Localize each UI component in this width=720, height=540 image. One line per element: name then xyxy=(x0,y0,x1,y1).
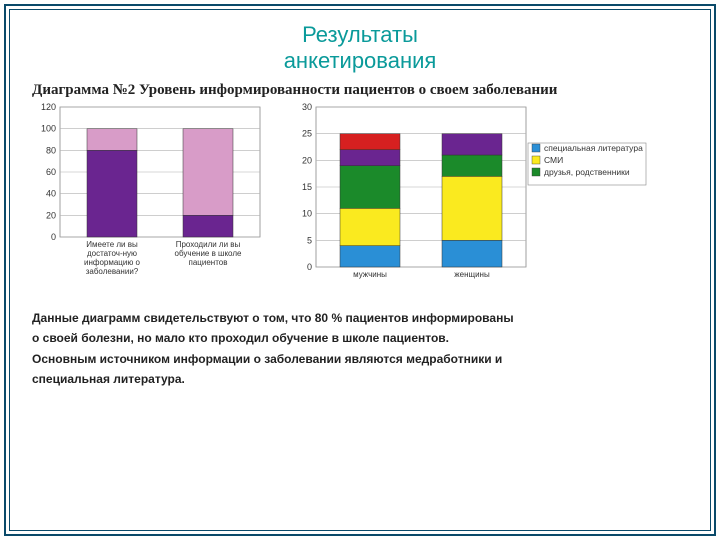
frame-border-outer: Результаты анкетирования Диаграмма №2 Ур… xyxy=(4,4,716,536)
svg-text:женщины: женщины xyxy=(454,270,490,279)
svg-text:40: 40 xyxy=(46,188,56,198)
svg-text:обучение в школе: обучение в школе xyxy=(175,249,242,258)
chart-1-info-level: 0 20 40 60 80 100 120 Имеете ли выдостаточ-нуюи… xyxy=(32,101,282,296)
analysis-text: Данные диаграмм свидетельствуют о том, ч… xyxy=(32,308,688,390)
frame-border-inner: Результаты анкетирования Диаграмма №2 Ур… xyxy=(9,9,711,531)
svg-text:25: 25 xyxy=(302,128,312,138)
svg-text:60: 60 xyxy=(46,167,56,177)
chart-subtitle: Диаграмма №2 Уровень информированности п… xyxy=(32,81,688,99)
svg-text:20: 20 xyxy=(302,155,312,165)
svg-text:80: 80 xyxy=(46,145,56,155)
svg-text:СМИ: СМИ xyxy=(544,155,563,165)
svg-text:заболевании?: заболевании? xyxy=(86,267,139,276)
svg-text:0: 0 xyxy=(51,232,56,242)
page-title: Результаты анкетирования xyxy=(32,22,688,75)
charts-row: 020406080100120Имеете ли выдостаточ-нуюи… xyxy=(32,101,688,298)
svg-text:5: 5 xyxy=(307,235,312,245)
svg-text:достаточ-ную: достаточ-ную xyxy=(87,249,137,258)
svg-text:0: 0 xyxy=(307,262,312,272)
svg-text:20: 20 xyxy=(46,210,56,220)
svg-text:специальная литература: специальная литература xyxy=(544,143,643,153)
svg-text:мужчины: мужчины xyxy=(353,270,387,279)
svg-text:Имеете ли вы: Имеете ли вы xyxy=(86,240,138,249)
outer-frame: Результаты анкетирования Диаграмма №2 Ур… xyxy=(0,0,720,540)
svg-text:30: 30 xyxy=(302,102,312,112)
svg-text:Проходили ли вы: Проходили ли вы xyxy=(176,240,241,249)
svg-text:100: 100 xyxy=(41,123,56,133)
svg-text:15: 15 xyxy=(302,182,312,192)
svg-text:10: 10 xyxy=(302,208,312,218)
svg-text:120: 120 xyxy=(41,102,56,112)
chart-2-sources: 0 5 10 15 20 25 30 мужчины женщины специальная ли… xyxy=(296,101,656,298)
svg-text:пациентов: пациентов xyxy=(189,258,228,267)
svg-text:друзья, родственники: друзья, родственники xyxy=(544,167,630,177)
svg-text:информацию о: информацию о xyxy=(84,258,141,267)
